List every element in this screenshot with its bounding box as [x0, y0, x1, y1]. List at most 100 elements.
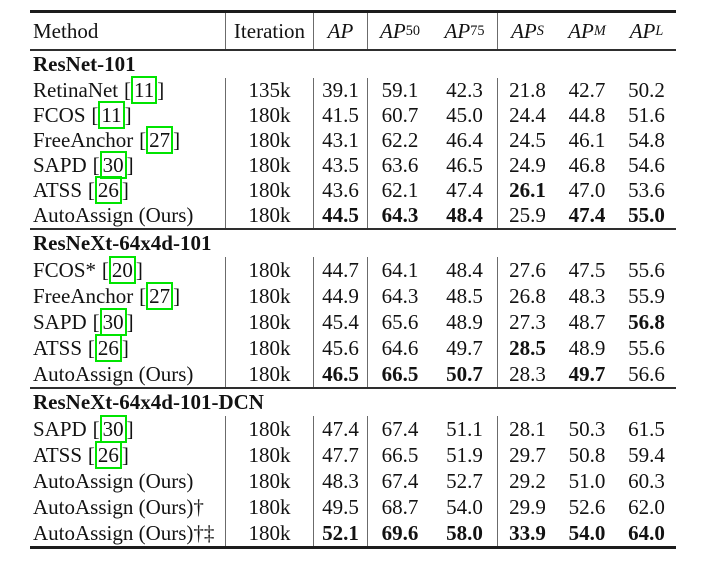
section-title-row: ResNeXt-64x4d-101-DCN — [30, 389, 676, 416]
aps-cell: 26.8 — [497, 283, 557, 309]
ap75-cell: 48.4 — [446, 203, 483, 227]
bracket-close: ] — [124, 103, 132, 127]
column-header-iteration: Iteration — [225, 13, 313, 49]
citation-link[interactable]: 11 — [131, 76, 158, 104]
method-cell: AutoAssign (Ours) — [30, 361, 225, 387]
method-name: ATSS — [33, 442, 83, 467]
section-title: ResNeXt-64x4d-101 — [33, 231, 212, 255]
iteration-cell: 180k — [225, 416, 313, 442]
method-name: AutoAssign (Ours) — [33, 361, 194, 386]
method-cell: AutoAssign (Ours)†‡ — [30, 520, 225, 546]
ap75-cell: 42.3 — [446, 78, 483, 102]
ap50-cell: 63.6 — [367, 153, 432, 178]
iteration-cell: 180k — [225, 309, 313, 335]
ap50-cell: 64.3 — [367, 283, 432, 309]
ap-cell: 45.4 — [313, 309, 367, 335]
citation-link[interactable]: 30 — [99, 414, 127, 443]
section-title: ResNeXt-64x4d-101-DCN — [33, 390, 264, 414]
method-name: FreeAnchor — [33, 128, 134, 152]
table-row: AutoAssign (Ours) 180k 44.5 64.3 48.4 25… — [30, 203, 676, 228]
iteration-cell: 180k — [225, 520, 313, 546]
citation-link[interactable]: 26 — [94, 333, 122, 362]
aps-cell: 24.9 — [497, 153, 557, 178]
method-name: AutoAssign (Ours)† — [33, 494, 204, 519]
apl-cell: 53.6 — [628, 178, 665, 202]
ap-cell: 39.1 — [313, 78, 367, 103]
bracket-open: [ — [92, 309, 100, 334]
bracket-open: [ — [87, 335, 95, 360]
citation-link[interactable]: 11 — [98, 101, 125, 129]
iteration-cell: 180k — [225, 468, 313, 494]
method-name: ATSS — [33, 335, 83, 360]
bracket-open: [ — [87, 442, 95, 467]
ap50-cell: 62.2 — [367, 128, 432, 153]
apm-cell: 42.7 — [568, 78, 606, 102]
apm-cell: 44.8 — [568, 103, 606, 127]
aps-cell: 26.1 — [497, 178, 557, 203]
method-name: ATSS — [33, 178, 83, 202]
paper-page: Method Iteration AP AP 50 AP 75 AP S AP M AP… — [30, 10, 676, 549]
method-name: SAPD — [33, 309, 87, 334]
method-cell: FCOS*[20] — [30, 255, 225, 284]
aps-cell: 24.4 — [497, 103, 557, 128]
citation-link[interactable]: 26 — [94, 176, 122, 204]
method-cell: SAPD[30] — [30, 151, 225, 179]
apl-cell: 60.3 — [628, 468, 665, 493]
column-header-ap: AP — [313, 13, 367, 49]
table-row: ATSS[26] 180k 45.6 64.6 49.7 28.5 48.9 5… — [30, 333, 676, 362]
method-cell: AutoAssign (Ours) — [30, 468, 225, 494]
ap-cell: 47.4 — [313, 416, 367, 442]
table-row: ATSS[26] 180k 43.6 62.1 47.4 26.1 47.0 5… — [30, 176, 676, 204]
apm-cell: 54.0 — [568, 520, 606, 545]
aps-cell: 27.3 — [497, 309, 557, 335]
citation-link[interactable]: 30 — [99, 151, 127, 179]
ap50-cell: 60.7 — [367, 103, 432, 128]
bracket-close: ] — [121, 178, 129, 202]
method-name: SAPD — [33, 153, 87, 177]
apm-cell: 49.7 — [568, 361, 606, 386]
aps-cell: 24.5 — [497, 128, 557, 153]
ap-cell: 41.5 — [313, 103, 367, 128]
iteration-cell: 180k — [225, 103, 313, 128]
apm-cell: 51.0 — [568, 468, 606, 493]
method-name: FCOS* — [33, 257, 97, 282]
aps-cell: 29.7 — [497, 442, 557, 468]
ap-cell: 47.7 — [313, 442, 367, 468]
apm-cell: 48.3 — [568, 283, 606, 308]
apm-cell: 50.3 — [568, 416, 606, 441]
citation-link[interactable]: 26 — [94, 440, 122, 469]
table-row: FreeAnchor[27] 180k 43.1 62.2 46.4 24.5 … — [30, 126, 676, 154]
table-row: AutoAssign (Ours) 180k 46.5 66.5 50.7 28… — [30, 361, 676, 387]
citation-link[interactable]: 27 — [146, 126, 174, 154]
iteration-cell: 180k — [225, 128, 313, 153]
apm-cell: 46.8 — [568, 153, 606, 177]
apl-cell: 54.6 — [628, 153, 665, 177]
bracket-open: [ — [87, 178, 95, 202]
ap-cell: 43.6 — [313, 178, 367, 203]
section-resnext-64x4d-101-dcn: ResNeXt-64x4d-101-DCN SAPD[30] 180k 47.4… — [30, 389, 676, 546]
apm-cell: 48.9 — [568, 335, 606, 360]
method-cell: ATSS[26] — [30, 333, 225, 362]
table-row: AutoAssign (Ours)† 180k 49.5 68.7 54.0 2… — [30, 494, 676, 520]
table-row: FreeAnchor[27] 180k 44.9 64.3 48.5 26.8 … — [30, 281, 676, 310]
apm-cell: 48.7 — [568, 309, 606, 334]
ap75-cell: 54.0 — [446, 494, 483, 519]
aps-cell: 28.1 — [497, 416, 557, 442]
citation-link[interactable]: 20 — [108, 255, 136, 284]
aps-cell: 28.5 — [497, 335, 557, 361]
citation-link[interactable]: 30 — [99, 307, 127, 336]
apl-cell: 50.2 — [628, 78, 665, 102]
aps-cell: 28.3 — [497, 361, 557, 387]
citation: [26] — [87, 440, 129, 469]
bracket-close: ] — [173, 128, 181, 152]
citation-link[interactable]: 27 — [146, 281, 174, 310]
ap75-cell: 58.0 — [446, 520, 483, 545]
ap50-cell: 64.3 — [367, 203, 432, 228]
section-resnet-101: ResNet-101 RetinaNet[11] 135k 39.1 59.1 … — [30, 51, 676, 228]
ap75-cell: 51.1 — [446, 416, 483, 441]
apm-cell: 47.5 — [568, 257, 606, 282]
table-row: RetinaNet[11] 135k 39.1 59.1 42.3 21.8 4… — [30, 76, 676, 104]
bracket-close: ] — [135, 257, 143, 282]
apl-cell: 55.9 — [628, 283, 665, 308]
ap50-cell: 66.5 — [367, 442, 432, 468]
